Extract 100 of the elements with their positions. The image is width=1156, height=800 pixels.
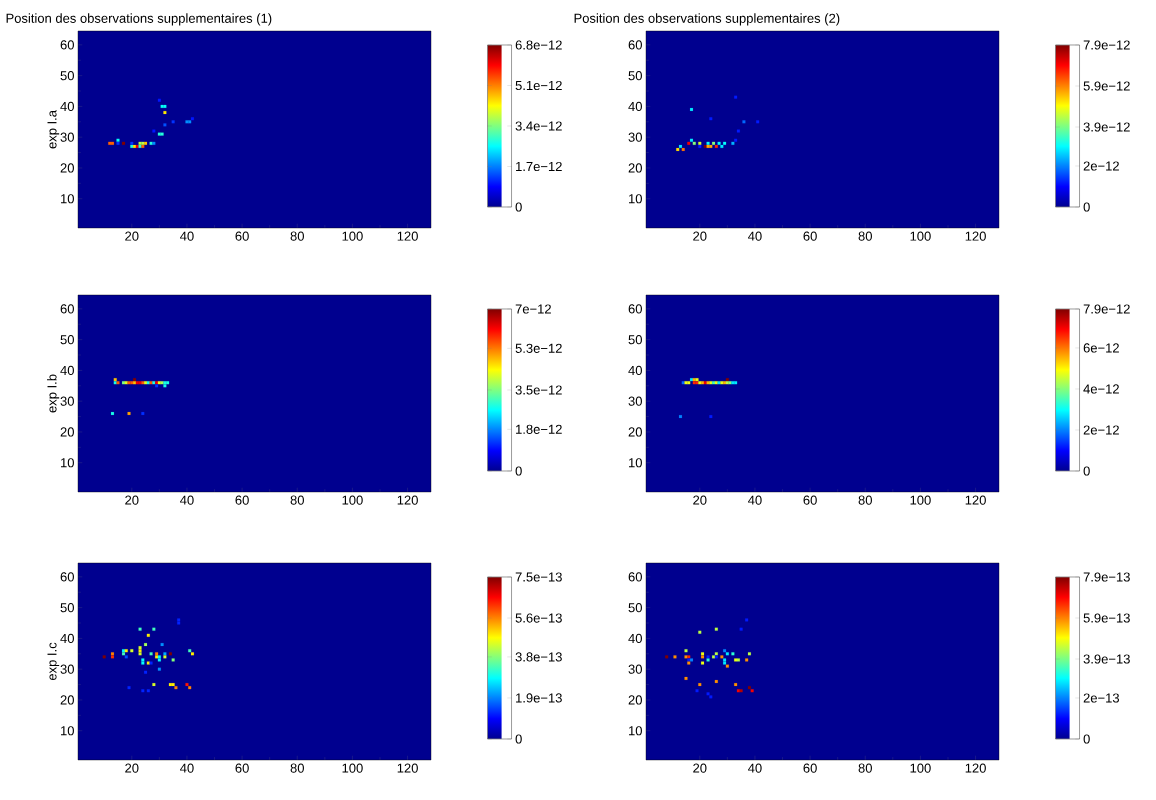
point xyxy=(709,415,713,419)
point xyxy=(149,652,153,656)
point xyxy=(747,652,751,656)
point xyxy=(144,643,148,647)
color-bar-label: 1.8e−12 xyxy=(516,424,562,434)
y-tick-label: 50 xyxy=(628,335,642,345)
y-tick-label: 60 xyxy=(628,572,642,582)
x-tick-label: 120 xyxy=(397,763,418,773)
x-tick-label: 20 xyxy=(125,231,139,241)
x-tick-label: 80 xyxy=(290,763,304,773)
point xyxy=(157,98,161,102)
x-tick-label: 60 xyxy=(235,495,249,505)
y-tick-label: 30 xyxy=(628,396,642,406)
point xyxy=(177,621,181,625)
x-tick-label: 20 xyxy=(693,763,707,773)
y-axis-title: exp I.a xyxy=(47,109,60,149)
x-tick-label: 40 xyxy=(180,231,194,241)
point xyxy=(734,95,738,99)
y-tick-label: 50 xyxy=(60,603,74,613)
x-tick-label: 40 xyxy=(180,495,194,505)
x-tick-label: 80 xyxy=(290,495,304,505)
point xyxy=(168,652,172,656)
point xyxy=(166,381,170,385)
color-bar-label: 3.8e−13 xyxy=(515,652,562,662)
x-tick-label: 120 xyxy=(965,231,986,241)
point xyxy=(734,381,738,385)
y-tick-label: 20 xyxy=(628,695,642,705)
point xyxy=(110,411,114,416)
y-tick-label: 10 xyxy=(61,726,74,736)
x-tick-label: 100 xyxy=(910,763,931,773)
y-tick-label: 40 xyxy=(60,365,74,376)
point xyxy=(127,686,131,690)
point xyxy=(698,683,702,687)
point xyxy=(160,643,164,647)
point xyxy=(714,627,718,631)
x-tick-label: 100 xyxy=(342,231,363,241)
x-tick-label: 100 xyxy=(910,231,931,241)
color-bar-label: 7e−12 xyxy=(515,304,551,314)
color-bar-label: 0 xyxy=(1083,202,1090,212)
point xyxy=(698,630,702,634)
x-tick-label: 80 xyxy=(858,763,872,773)
chart-title: Position des observations supplementaires (1) xyxy=(6,13,272,26)
point xyxy=(185,120,189,124)
y-tick-label: 10 xyxy=(61,458,74,468)
y-tick-label: 20 xyxy=(60,427,74,437)
point xyxy=(681,147,685,152)
color-bar-label: 0 xyxy=(515,466,522,476)
point xyxy=(678,415,682,419)
y-tick-label: 40 xyxy=(628,633,642,643)
point xyxy=(742,120,746,124)
color-bar-label: 0 xyxy=(1083,734,1090,744)
x-tick-label: 100 xyxy=(910,495,931,505)
color-bar-label: 1.7e−12 xyxy=(516,161,562,172)
point xyxy=(122,141,126,145)
color-bar-label: 5.9e−13 xyxy=(1083,613,1130,623)
y-tick-label: 60 xyxy=(628,40,642,50)
color-bar-label: 3.5e−12 xyxy=(515,385,562,395)
y-tick-label: 30 xyxy=(60,132,74,142)
y-tick-label: 20 xyxy=(60,695,74,705)
point xyxy=(157,132,161,136)
point xyxy=(701,661,705,665)
point xyxy=(163,104,167,108)
y-tick-label: 40 xyxy=(60,633,74,643)
point xyxy=(736,129,740,133)
x-tick-label: 20 xyxy=(693,231,707,241)
x-tick-label: 20 xyxy=(125,763,139,773)
color-bar-label: 0 xyxy=(515,202,522,212)
point xyxy=(102,655,106,659)
point xyxy=(141,658,145,662)
y-tick-label: 10 xyxy=(629,726,642,736)
x-tick-label: 120 xyxy=(397,495,418,505)
y-tick-label: 60 xyxy=(60,304,74,314)
point xyxy=(678,144,682,148)
point xyxy=(171,658,175,662)
point xyxy=(171,120,175,124)
point xyxy=(684,676,688,680)
y-tick-label: 40 xyxy=(60,101,74,112)
point xyxy=(141,661,145,665)
y-axis-title: exp I.c xyxy=(47,642,60,681)
point xyxy=(734,683,738,687)
point xyxy=(676,147,680,152)
x-tick-label: 40 xyxy=(180,763,194,773)
color-bar-label: 2e−13 xyxy=(1083,693,1120,703)
point xyxy=(138,627,142,631)
color-bar-label: 0 xyxy=(1083,466,1090,476)
y-axis-title: exp I.b xyxy=(47,374,60,413)
y-tick-label: 30 xyxy=(628,132,642,142)
y-tick-label: 30 xyxy=(60,664,74,674)
point xyxy=(163,111,167,115)
x-tick-label: 100 xyxy=(342,495,363,505)
color-bar-label: 7.9e−12 xyxy=(1083,304,1130,314)
x-tick-label: 80 xyxy=(858,231,872,241)
y-tick-label: 10 xyxy=(61,194,74,204)
point xyxy=(168,683,172,687)
color-bar-label: 5.3e−12 xyxy=(515,343,562,353)
chart-title: Position des observations supplementaires (2) xyxy=(574,13,840,26)
point xyxy=(731,652,735,656)
color-bar-label: 4e−12 xyxy=(1083,384,1119,394)
x-tick-label: 40 xyxy=(748,763,762,773)
y-tick-label: 40 xyxy=(628,101,642,112)
